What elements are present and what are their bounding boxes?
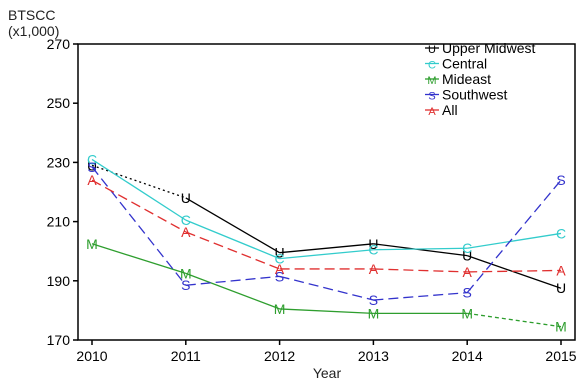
series-line-upper-midwest — [373, 243, 468, 257]
data-point-central: C — [462, 240, 472, 256]
series-line-all — [91, 179, 187, 233]
x-tick-label: 2013 — [358, 348, 389, 364]
series-line-all — [373, 268, 468, 273]
data-point-southwest: S — [556, 172, 565, 188]
legend-marker-southwest: S — [428, 91, 435, 103]
data-point-southwest: S — [275, 268, 284, 284]
legend-marker-all: A — [428, 106, 436, 118]
data-point-all: A — [369, 261, 379, 277]
series-line-southwest — [279, 275, 374, 301]
x-tick-label: 2012 — [264, 348, 295, 364]
series-line-all — [467, 269, 562, 273]
y-tick-label: 230 — [47, 154, 71, 170]
y-axis-unit: (x1,000) — [8, 23, 59, 39]
plot-frame — [77, 43, 576, 341]
x-tick-label: 2011 — [171, 348, 201, 364]
data-point-southwest: S — [463, 285, 472, 301]
legend-marker-mideast: M — [427, 75, 436, 87]
series-line-central — [185, 219, 280, 260]
series-line-mideast — [279, 308, 374, 315]
series-line-mideast — [91, 243, 186, 275]
series-line-southwest — [373, 291, 468, 301]
series-line-upper-midwest — [91, 164, 187, 199]
data-point-all: A — [463, 264, 473, 280]
data-point-southwest: S — [181, 277, 190, 293]
data-point-central: C — [275, 251, 285, 267]
data-point-all: A — [181, 224, 191, 240]
series-line-southwest — [185, 275, 280, 286]
data-point-upper-midwest: U — [556, 280, 566, 296]
data-point-mideast: M — [274, 301, 286, 317]
series-line-central — [467, 232, 562, 249]
series-line-southwest — [466, 179, 562, 294]
legend-label-all: All — [442, 102, 458, 118]
data-point-southwest: S — [87, 159, 96, 175]
series-line-mideast — [185, 272, 280, 310]
y-tick-label: 210 — [47, 214, 71, 230]
data-point-southwest: S — [369, 292, 378, 308]
data-point-central: C — [556, 225, 566, 241]
legend-marker-central: C — [428, 60, 436, 72]
series-line-upper-midwest — [185, 197, 280, 254]
series-line-central — [279, 249, 374, 260]
y-tick-label: 170 — [47, 332, 71, 348]
y-tick-label: 250 — [47, 95, 71, 111]
data-point-central: C — [181, 212, 191, 228]
series-line-upper-midwest — [279, 243, 374, 254]
data-point-all: A — [87, 172, 97, 188]
data-point-mideast: M — [555, 319, 567, 335]
y-tick-label: 190 — [47, 273, 71, 289]
data-point-upper-midwest: U — [181, 190, 191, 206]
series-line-southwest — [91, 166, 187, 286]
series-line-mideast — [467, 312, 562, 328]
data-point-upper-midwest: U — [368, 236, 378, 252]
legend-marker-upper-midwest: U — [428, 44, 436, 56]
data-point-mideast: M — [368, 305, 380, 321]
data-point-all: A — [275, 261, 285, 277]
legend-label-mideast: Mideast — [442, 71, 491, 87]
series-line-upper-midwest — [466, 255, 562, 289]
data-point-upper-midwest: U — [275, 245, 285, 261]
data-point-mideast: M — [461, 305, 473, 321]
x-axis-label: Year — [313, 365, 342, 381]
legend-label-upper-midwest: Upper Midwest — [442, 40, 535, 56]
data-point-all: A — [556, 262, 566, 278]
data-point-mideast: M — [86, 236, 98, 252]
data-point-central: C — [368, 242, 378, 258]
data-point-upper-midwest: U — [87, 157, 97, 173]
data-point-mideast: M — [180, 265, 192, 281]
y-tick-label: 270 — [47, 36, 71, 52]
x-tick-label: 2010 — [76, 348, 107, 364]
series-line-all — [185, 231, 280, 270]
legend-label-central: Central — [442, 56, 487, 72]
legend-label-southwest: Southwest — [442, 87, 507, 103]
series-line-central — [373, 247, 468, 251]
y-axis-label: BTSCC — [8, 7, 55, 23]
x-tick-label: 2015 — [545, 348, 576, 364]
x-tick-label: 2014 — [452, 348, 483, 364]
series-line-central — [91, 158, 187, 221]
data-point-upper-midwest: U — [462, 248, 472, 264]
data-point-central: C — [87, 151, 97, 167]
